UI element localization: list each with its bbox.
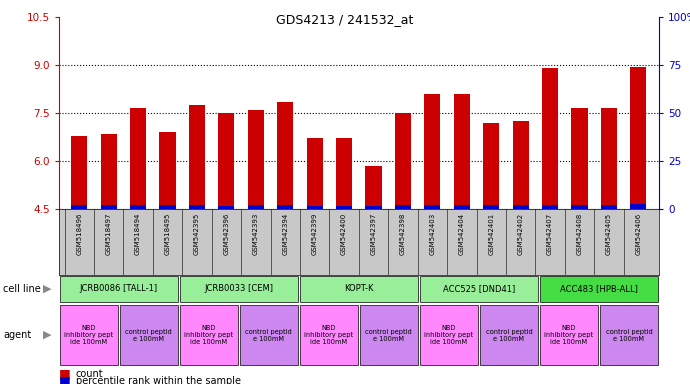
Text: control peptid
e 100mM: control peptid e 100mM	[366, 329, 412, 341]
Bar	[130, 205, 146, 209]
Bar	[277, 205, 293, 209]
Bar	[395, 205, 411, 209]
Bar	[420, 305, 478, 366]
Text: GSM542398: GSM542398	[400, 213, 406, 255]
Text: NBD
inhibitory pept
ide 100mM: NBD inhibitory pept ide 100mM	[64, 325, 113, 345]
Text: GSM542397: GSM542397	[371, 213, 377, 255]
Text: GSM542395: GSM542395	[194, 213, 200, 255]
Text: KOPT-K: KOPT-K	[344, 285, 373, 293]
Text: GSM542401: GSM542401	[489, 213, 494, 255]
Bar	[71, 205, 88, 209]
Text: GSM542404: GSM542404	[459, 213, 465, 255]
Text: NBD
inhibitory pept
ide 100mM: NBD inhibitory pept ide 100mM	[424, 325, 473, 345]
Text: ■: ■	[59, 367, 70, 380]
Text: control peptid
e 100mM: control peptid e 100mM	[126, 329, 172, 341]
Bar	[454, 94, 470, 209]
Bar	[59, 305, 118, 366]
Text: GSM542399: GSM542399	[312, 213, 317, 255]
Text: JCRB0086 [TALL-1]: JCRB0086 [TALL-1]	[79, 285, 158, 293]
Bar	[366, 206, 382, 209]
Bar	[306, 138, 323, 209]
Bar	[299, 276, 418, 302]
Text: GSM542402: GSM542402	[518, 213, 524, 255]
Text: GSM518496: GSM518496	[77, 213, 82, 255]
Bar	[601, 205, 617, 209]
Bar	[454, 205, 470, 209]
Bar	[630, 67, 647, 209]
Bar	[189, 105, 205, 209]
Bar	[130, 109, 146, 209]
Text: GSM542403: GSM542403	[429, 213, 435, 255]
Bar	[306, 206, 323, 209]
Text: NBD
inhibitory pept
ide 100mM: NBD inhibitory pept ide 100mM	[184, 325, 233, 345]
Bar	[59, 276, 178, 302]
Bar	[630, 204, 647, 209]
Bar	[395, 113, 411, 209]
Text: GSM518495: GSM518495	[164, 213, 170, 255]
Bar	[540, 305, 598, 366]
Bar	[218, 206, 235, 209]
Bar	[513, 121, 529, 209]
Text: ▶: ▶	[43, 330, 51, 340]
Bar	[159, 205, 176, 209]
Text: cell line: cell line	[3, 284, 41, 294]
Bar	[366, 166, 382, 209]
Text: GSM542407: GSM542407	[547, 213, 553, 255]
Bar	[571, 109, 588, 209]
Text: ■: ■	[59, 374, 70, 384]
Bar	[424, 205, 440, 209]
Text: GSM542405: GSM542405	[606, 213, 612, 255]
Bar	[601, 109, 617, 209]
Text: control peptid
e 100mM: control peptid e 100mM	[246, 329, 292, 341]
Text: GSM542394: GSM542394	[282, 213, 288, 255]
Text: NBD
inhibitory pept
ide 100mM: NBD inhibitory pept ide 100mM	[304, 325, 353, 345]
Bar	[248, 110, 264, 209]
Text: GSM518497: GSM518497	[106, 213, 112, 255]
Bar	[159, 132, 176, 209]
Bar	[101, 134, 117, 209]
Bar	[336, 138, 352, 209]
Text: control peptid
e 100mM: control peptid e 100mM	[486, 329, 532, 341]
Text: count: count	[76, 369, 104, 379]
Bar	[483, 205, 500, 209]
Bar	[420, 276, 538, 302]
Bar	[483, 123, 500, 209]
Bar	[119, 305, 178, 366]
Bar	[239, 305, 298, 366]
Text: agent: agent	[3, 330, 32, 340]
Text: GSM542393: GSM542393	[253, 213, 259, 255]
Bar	[513, 205, 529, 209]
Text: GSM542408: GSM542408	[577, 213, 582, 255]
Bar	[542, 68, 558, 209]
Bar	[71, 136, 88, 209]
Bar	[600, 305, 658, 366]
Bar	[189, 205, 205, 209]
Bar	[101, 205, 117, 209]
Text: GSM542400: GSM542400	[341, 213, 347, 255]
Text: GSM542406: GSM542406	[635, 213, 641, 255]
Bar	[299, 305, 358, 366]
Text: control peptid
e 100mM: control peptid e 100mM	[606, 329, 652, 341]
Bar	[542, 205, 558, 209]
Bar	[179, 276, 298, 302]
Text: percentile rank within the sample: percentile rank within the sample	[76, 376, 241, 384]
Bar	[277, 102, 293, 209]
Bar	[336, 206, 352, 209]
Bar	[179, 305, 238, 366]
Text: ACC483 [HPB-ALL]: ACC483 [HPB-ALL]	[560, 285, 638, 293]
Text: GDS4213 / 241532_at: GDS4213 / 241532_at	[276, 13, 414, 26]
Text: GSM518494: GSM518494	[135, 213, 141, 255]
Text: ACC525 [DND41]: ACC525 [DND41]	[443, 285, 515, 293]
Bar	[571, 205, 588, 209]
Text: ▶: ▶	[43, 284, 51, 294]
Bar	[424, 94, 440, 209]
Bar	[359, 305, 418, 366]
Bar	[218, 113, 235, 209]
Bar	[248, 205, 264, 209]
Text: GSM542396: GSM542396	[224, 213, 229, 255]
Text: JCRB0033 [CEM]: JCRB0033 [CEM]	[204, 285, 273, 293]
Bar	[480, 305, 538, 366]
Text: NBD
inhibitory pept
ide 100mM: NBD inhibitory pept ide 100mM	[544, 325, 593, 345]
Bar	[540, 276, 658, 302]
